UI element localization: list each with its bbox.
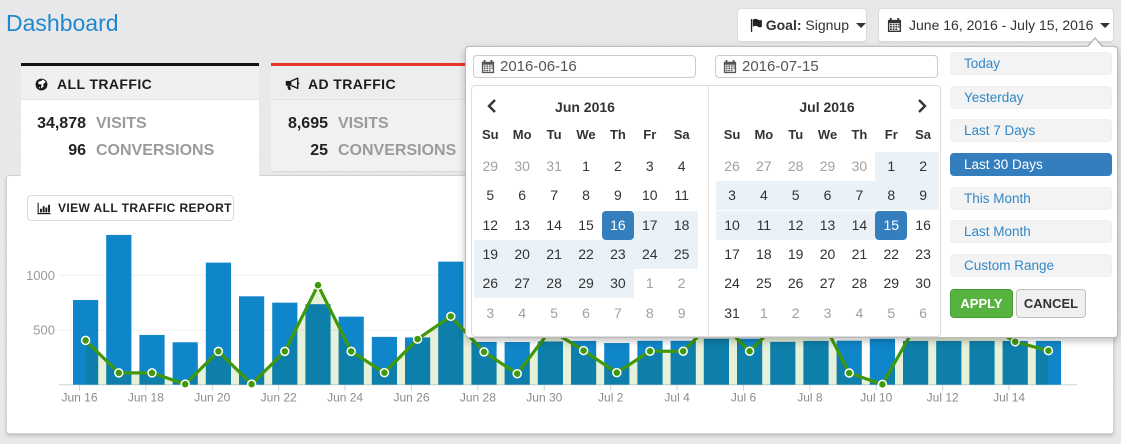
svg-text:Jul 4: Jul 4 [664, 391, 690, 405]
svg-text:Jul 8: Jul 8 [797, 391, 823, 405]
svg-text:Jun 18: Jun 18 [128, 391, 164, 405]
svg-text:500: 500 [33, 323, 55, 338]
svg-text:Jun 28: Jun 28 [460, 391, 496, 405]
svg-text:1000: 1000 [26, 268, 55, 283]
svg-text:Jun 24: Jun 24 [327, 391, 363, 405]
svg-text:Jun 30: Jun 30 [526, 391, 562, 405]
svg-text:Jun 22: Jun 22 [261, 391, 297, 405]
svg-text:Jul 6: Jul 6 [731, 391, 757, 405]
svg-text:Jul 2: Jul 2 [598, 391, 624, 405]
svg-text:Jun 16: Jun 16 [61, 391, 97, 405]
svg-text:Jul 10: Jul 10 [860, 391, 892, 405]
svg-text:Jul 14: Jul 14 [993, 391, 1025, 405]
svg-text:Jun 26: Jun 26 [393, 391, 429, 405]
svg-text:Jun 20: Jun 20 [194, 391, 230, 405]
svg-text:Jul 12: Jul 12 [927, 391, 959, 405]
